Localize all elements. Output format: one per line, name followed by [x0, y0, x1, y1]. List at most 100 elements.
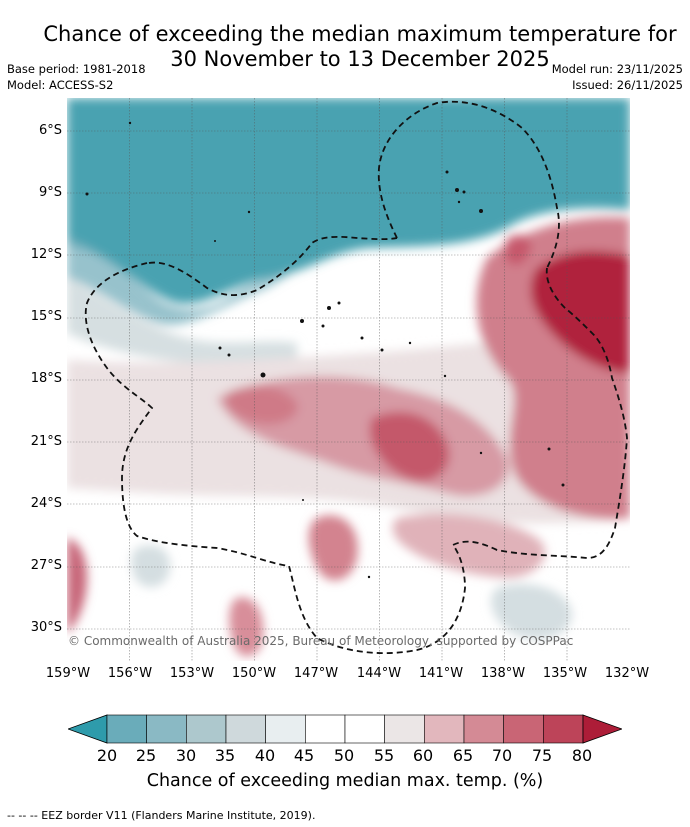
island — [443, 374, 447, 378]
island — [302, 499, 304, 501]
island — [260, 372, 266, 378]
issued-date: Issued: 26/11/2025 — [572, 78, 683, 92]
lat-label: 24°S — [30, 496, 62, 511]
colorbar-tick-label: 80 — [571, 746, 593, 765]
colorbar-cell — [146, 714, 187, 744]
colorbar-tick-label: 40 — [254, 746, 276, 765]
colorbar-tick-label: 35 — [214, 746, 236, 765]
colorbar-cell — [344, 714, 385, 744]
island — [327, 306, 331, 310]
colorbar-title: Chance of exceeding median max. temp. (%… — [146, 771, 544, 791]
lon-label: 132°W — [604, 666, 650, 681]
island — [380, 348, 384, 352]
field-red-west — [226, 385, 298, 425]
colorbar-tick-label: 30 — [175, 746, 197, 765]
colorbar-tick-label: 65 — [452, 746, 474, 765]
island — [462, 190, 466, 194]
field-red-75 — [504, 234, 531, 266]
eez-borders — [84, 100, 628, 654]
colorbar-tick-label: 55 — [373, 746, 395, 765]
colorbar-cell — [305, 714, 346, 744]
colorbar — [68, 714, 622, 744]
colorbar-arrow-high — [582, 714, 622, 744]
island — [300, 319, 304, 323]
colorbar-cell — [543, 714, 584, 744]
eez-pitcairn-north — [148, 235, 398, 296]
lat-label: 6°S — [38, 123, 62, 138]
meta-right: Model run: 23/11/2025 Issued: 26/11/2025 — [552, 61, 683, 93]
lat-label: 18°S — [30, 371, 62, 386]
island — [367, 575, 371, 579]
island — [321, 324, 325, 328]
colorbar-cell — [225, 714, 266, 744]
island — [561, 483, 565, 487]
lat-label: 9°S — [38, 185, 62, 200]
probability-map — [67, 98, 630, 661]
island — [457, 200, 461, 204]
lat-label: 21°S — [30, 434, 62, 449]
colorbar-tick-label: 25 — [135, 746, 157, 765]
lon-label: 135°W — [542, 666, 588, 681]
islands — [85, 121, 565, 579]
lon-label: 150°W — [231, 666, 277, 681]
model-run: Model run: 23/11/2025 — [551, 62, 683, 76]
lat-label: 15°S — [30, 309, 62, 324]
graticule — [67, 98, 630, 661]
lon-label: 159°W — [45, 666, 91, 681]
eez-legend-note: -- -- -- EEZ border V11 (Flanders Marine… — [7, 809, 316, 822]
meta-left: Base period: 1981-2018 Model: ACCESS-S2 — [7, 61, 146, 93]
island — [479, 209, 483, 213]
island — [247, 210, 251, 214]
field-red-southwest — [67, 538, 87, 633]
field-grey-south-1 — [491, 584, 572, 640]
colorbar-cell — [424, 714, 465, 744]
colorbar-tick-label: 70 — [491, 746, 513, 765]
field-teal-20 — [67, 98, 630, 304]
colorbar-tick-label: 45 — [293, 746, 315, 765]
lat-label: 27°S — [30, 558, 62, 573]
field-red-central-75 — [369, 412, 450, 481]
lon-label: 147°W — [293, 666, 339, 681]
colorbar-tick-label: 75 — [531, 746, 553, 765]
lon-label: 156°W — [107, 666, 153, 681]
colorbar-cell — [463, 714, 504, 744]
base-period: Base period: 1981-2018 — [7, 62, 146, 76]
field-red-80 — [530, 251, 630, 373]
field-pink-southeast — [392, 514, 546, 578]
lon-label: 144°W — [356, 666, 402, 681]
island — [360, 336, 364, 340]
model-name: Model: ACCESS-S2 — [7, 78, 114, 92]
island — [479, 451, 483, 455]
lat-label: 30°S — [30, 620, 62, 635]
title-line-2: 30 November to 13 December 2025 — [170, 47, 550, 71]
colorbar-cells — [106, 714, 584, 744]
field-grey-south-2 — [131, 545, 171, 588]
island — [227, 353, 231, 357]
field-grey-40 — [67, 278, 297, 366]
island — [408, 341, 412, 345]
colorbar-cell — [106, 714, 147, 744]
island — [214, 240, 216, 242]
island — [547, 447, 551, 451]
lon-label: 138°W — [480, 666, 526, 681]
map-title: Chance of exceeding the median maximum t… — [40, 22, 680, 72]
colorbar-tick-label: 60 — [412, 746, 434, 765]
lon-label: 153°W — [169, 666, 215, 681]
colorbar-cell — [265, 714, 306, 744]
lon-label: 141°W — [418, 666, 464, 681]
island — [85, 192, 89, 196]
colorbar-arrow-low — [68, 714, 108, 744]
island — [218, 346, 222, 350]
eez-marquesas — [377, 100, 560, 269]
field-teal-30 — [67, 238, 297, 325]
field-red-mid-south — [308, 515, 358, 581]
title-line-1: Chance of exceeding the median maximum t… — [43, 22, 677, 46]
lat-label: 12°S — [30, 247, 62, 262]
colorbar-cell — [384, 714, 425, 744]
island — [455, 188, 459, 192]
island — [128, 121, 132, 125]
probability-fields — [67, 98, 630, 657]
colorbar-cell — [503, 714, 544, 744]
colorbar-tick-label: 20 — [96, 746, 118, 765]
colorbar-tick-label: 50 — [333, 746, 355, 765]
